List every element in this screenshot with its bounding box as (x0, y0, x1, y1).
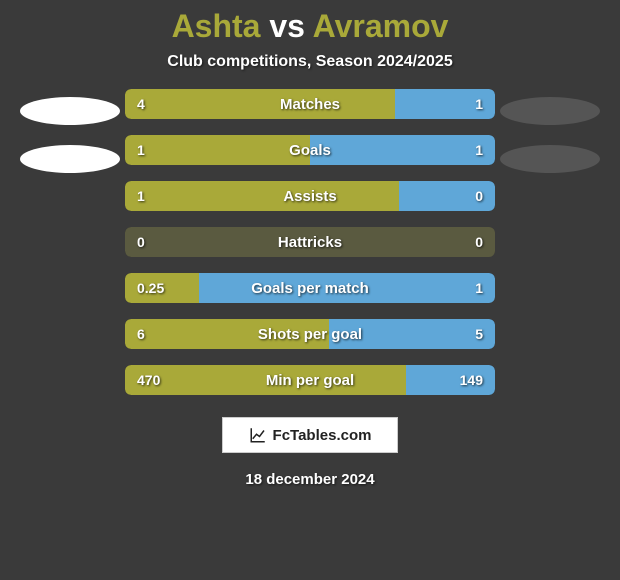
stat-bar-row: Goals per match0.251 (125, 273, 495, 303)
stat-bar-right (399, 181, 495, 211)
main-area: Matches41 Goals11 Assists10 Hattricks00 Goal… (0, 89, 620, 395)
stat-bar-left (125, 135, 310, 165)
stat-bar-row: Goals11 (125, 135, 495, 165)
chart-icon (249, 426, 267, 444)
date-text: 18 december 2024 (245, 471, 374, 488)
stat-bar-row: Matches41 (125, 89, 495, 119)
shadow-ellipse (500, 97, 600, 125)
stat-bar-row: Min per goal470149 (125, 365, 495, 395)
title-vs: vs (269, 8, 305, 44)
stat-bar-right (310, 135, 495, 165)
stat-bar-left (125, 365, 406, 395)
stat-bar-right (406, 365, 495, 395)
stat-bar-left (125, 227, 495, 257)
credit-box[interactable]: FcTables.com (222, 417, 399, 453)
stat-bar-left (125, 89, 395, 119)
shadow-ellipse (20, 145, 120, 173)
stat-bar-left (125, 181, 399, 211)
infographic-container: Ashta vs Avramov Club competitions, Seas… (0, 0, 620, 580)
page-subtitle: Club competitions, Season 2024/2025 (167, 53, 452, 71)
title-player-right: Avramov (313, 8, 449, 44)
left-shadow-column (15, 89, 125, 193)
shadow-ellipse (20, 97, 120, 125)
stat-bar-row: Assists10 (125, 181, 495, 211)
page-title: Ashta vs Avramov (172, 8, 449, 45)
bars-column: Matches41 Goals11 Assists10 Hattricks00 Goal… (125, 89, 495, 395)
title-player-left: Ashta (172, 8, 261, 44)
shadow-ellipse (500, 145, 600, 173)
stat-bar-left (125, 273, 199, 303)
stat-bar-row: Hattricks00 (125, 227, 495, 257)
stat-bar-right (329, 319, 496, 349)
stat-bar-right (199, 273, 495, 303)
stat-bar-right (395, 89, 495, 119)
right-shadow-column (495, 89, 605, 193)
credit-text: FcTables.com (273, 427, 372, 444)
stat-bar-row: Shots per goal65 (125, 319, 495, 349)
stat-bar-left (125, 319, 329, 349)
